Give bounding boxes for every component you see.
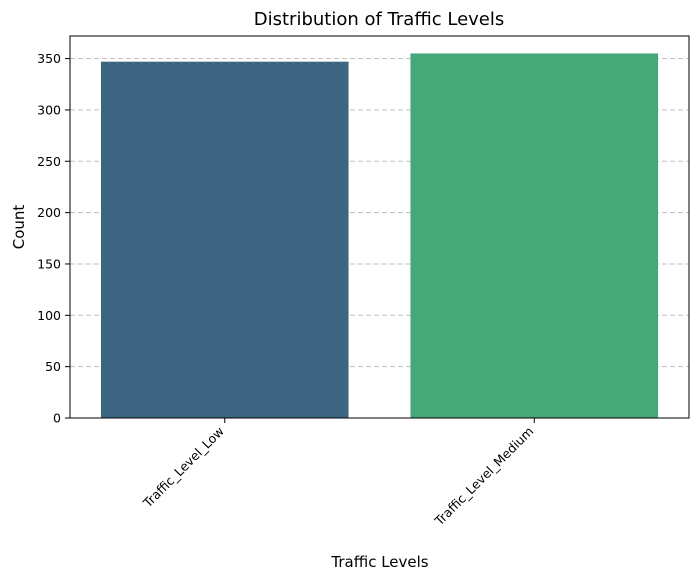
y-tick-label-5: 250	[37, 154, 61, 169]
bars	[100, 53, 659, 418]
x-axis-label: Traffic Levels	[330, 553, 428, 571]
y-tick-label-0: 0	[53, 411, 61, 426]
plot-frame	[69, 35, 690, 419]
y-tick-label-3: 150	[37, 256, 61, 271]
y-axis-label: Count	[10, 205, 28, 250]
bar-0	[100, 61, 349, 418]
chart-title: Distribution of Traffic Levels	[254, 9, 505, 30]
x-tick-label-0: Traffic_Level_Low	[139, 424, 226, 511]
y-tick-label-4: 200	[37, 205, 61, 220]
y-tick-label-1: 50	[45, 359, 61, 374]
y-axis-ticks: 0 50 100 150 200 250 300 350	[37, 51, 70, 426]
y-tick-label-2: 100	[37, 308, 61, 323]
x-tick-label-1: Traffic_Level_Medium	[431, 424, 536, 529]
x-axis-ticks: Traffic_Level_Low Traffic_Level_Medium	[139, 418, 536, 529]
y-tick-label-7: 350	[37, 51, 61, 66]
y-tick-label-6: 300	[37, 102, 61, 117]
bar-1	[410, 53, 659, 418]
